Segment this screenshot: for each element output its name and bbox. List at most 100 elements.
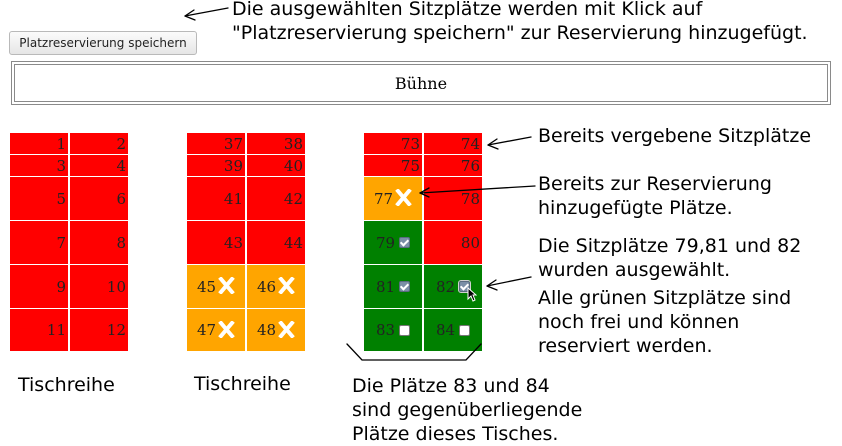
seat-number: 80 — [460, 233, 480, 252]
seat-number: 11 — [46, 321, 66, 339]
seat-number: 43 — [223, 233, 243, 252]
note-added-line2: hinzugefügte Plätze. — [538, 197, 733, 219]
seat-44: 44 — [247, 221, 305, 264]
seat-number: 77 — [373, 189, 394, 208]
seat-47[interactable]: 47 — [187, 309, 245, 351]
seat-number: 3 — [56, 156, 66, 175]
seat-37: 37 — [187, 133, 245, 154]
seat-number: 7 — [56, 233, 66, 252]
note-save-line2: "Platzreservierung speichern" zur Reserv… — [232, 22, 808, 44]
note-selected-line4: noch frei und können — [538, 311, 740, 333]
seat-number: 74 — [460, 134, 480, 153]
stage-label: Bühne — [14, 64, 828, 102]
seat-77[interactable]: 77 — [364, 177, 422, 220]
seat-46[interactable]: 46 — [247, 265, 305, 308]
seat-number: 76 — [460, 156, 480, 175]
seat-8: 8 — [70, 221, 128, 264]
mouse-pointer-icon — [467, 286, 478, 306]
seat-number: 48 — [256, 321, 277, 339]
arrow-added — [419, 185, 536, 194]
seat-11: 11 — [10, 309, 68, 351]
seat-number: 44 — [283, 233, 303, 252]
seat-48[interactable]: 48 — [247, 309, 305, 351]
seat-45[interactable]: 45 — [187, 265, 245, 308]
seat-number: 37 — [223, 134, 243, 153]
seat-38: 38 — [247, 133, 305, 154]
seat-number: 40 — [283, 156, 303, 175]
seat-75: 75 — [364, 155, 422, 176]
x-mark-icon[interactable] — [278, 320, 296, 338]
seat-number: 2 — [116, 134, 126, 153]
seat-5: 5 — [10, 177, 68, 220]
seat-number: 78 — [460, 189, 480, 208]
seat-83[interactable]: 83 — [364, 309, 422, 351]
seat-9: 9 — [10, 265, 68, 308]
arrow-taken — [487, 136, 532, 146]
note-selected-line1: Die Sitzplätze 79,81 und 82 — [538, 235, 802, 257]
seat-number: 79 — [375, 233, 396, 252]
seat-76: 76 — [424, 155, 482, 176]
seat-39: 39 — [187, 155, 245, 176]
seat-number: 47 — [196, 321, 217, 339]
seat-73: 73 — [364, 133, 422, 154]
checked-checkbox-icon[interactable] — [458, 280, 472, 293]
seat-number: 10 — [106, 277, 126, 296]
note-save-line1: Die ausgewählten Sitzplätze werden mit K… — [232, 0, 703, 20]
note-opposite-line1: Die Plätze 83 und 84 — [352, 375, 550, 397]
seat-number: 45 — [196, 277, 217, 296]
empty-checkbox-icon[interactable] — [459, 324, 471, 336]
seat-number: 82 — [435, 277, 456, 296]
empty-checkbox-icon[interactable] — [399, 324, 411, 336]
x-mark-icon[interactable] — [278, 277, 296, 294]
seat-number: 8 — [116, 233, 126, 252]
seat-number: 75 — [400, 156, 420, 175]
seat-81[interactable]: 81 — [364, 265, 422, 308]
seat-number: 41 — [223, 189, 243, 208]
seat-number: 9 — [56, 277, 66, 296]
seat-79[interactable]: 79 — [364, 221, 422, 264]
save-reservation-button[interactable]: Platzreservierung speichern — [9, 31, 197, 55]
note-taken: Bereits vergebene Sitzplätze — [538, 125, 812, 147]
seat-number: 6 — [116, 189, 126, 208]
seat-2: 2 — [70, 133, 128, 154]
seat-number: 39 — [223, 156, 243, 175]
seat-12: 12 — [70, 309, 128, 351]
x-mark-icon[interactable] — [395, 189, 413, 206]
checked-checkbox-icon[interactable] — [399, 281, 411, 292]
note-selected-line5: reserviert werden. — [538, 335, 713, 357]
seat-1: 1 — [10, 133, 68, 154]
seat-number: 1 — [56, 134, 66, 153]
seat-number: 4 — [116, 156, 126, 175]
seat-84[interactable]: 84 — [424, 309, 482, 351]
seat-82[interactable]: 82 — [424, 265, 482, 308]
seat-number: 73 — [400, 134, 420, 153]
x-mark-icon[interactable] — [218, 277, 236, 294]
seat-7: 7 — [10, 221, 68, 264]
seat-10: 10 — [70, 265, 128, 308]
stage: Bühne — [11, 61, 831, 105]
arrow-selected — [486, 276, 532, 287]
checked-checkbox-icon[interactable] — [399, 237, 411, 248]
note-opposite-line2: sind gegenüberliegende — [352, 399, 583, 421]
seat-41: 41 — [187, 177, 245, 220]
seat-number: 12 — [106, 321, 126, 339]
brace-opposite — [346, 343, 482, 361]
seat-3: 3 — [10, 155, 68, 176]
arrow-save — [184, 7, 229, 17]
seat-number: 42 — [283, 189, 303, 208]
x-mark-icon[interactable] — [218, 320, 236, 338]
seat-number: 46 — [256, 277, 277, 296]
seat-42: 42 — [247, 177, 305, 220]
row-label-2: Tischreihe — [194, 373, 291, 395]
seat-number: 83 — [375, 321, 396, 339]
seat-number: 84 — [435, 321, 456, 339]
seat-6: 6 — [70, 177, 128, 220]
note-selected-line3: Alle grünen Sitzplätze sind — [538, 287, 792, 309]
row-label-1: Tischreihe — [18, 374, 115, 396]
seat-40: 40 — [247, 155, 305, 176]
note-added-line1: Bereits zur Reservierung — [538, 173, 772, 195]
seat-43: 43 — [187, 221, 245, 264]
seat-number: 38 — [283, 134, 303, 153]
seat-number: 5 — [56, 189, 66, 208]
